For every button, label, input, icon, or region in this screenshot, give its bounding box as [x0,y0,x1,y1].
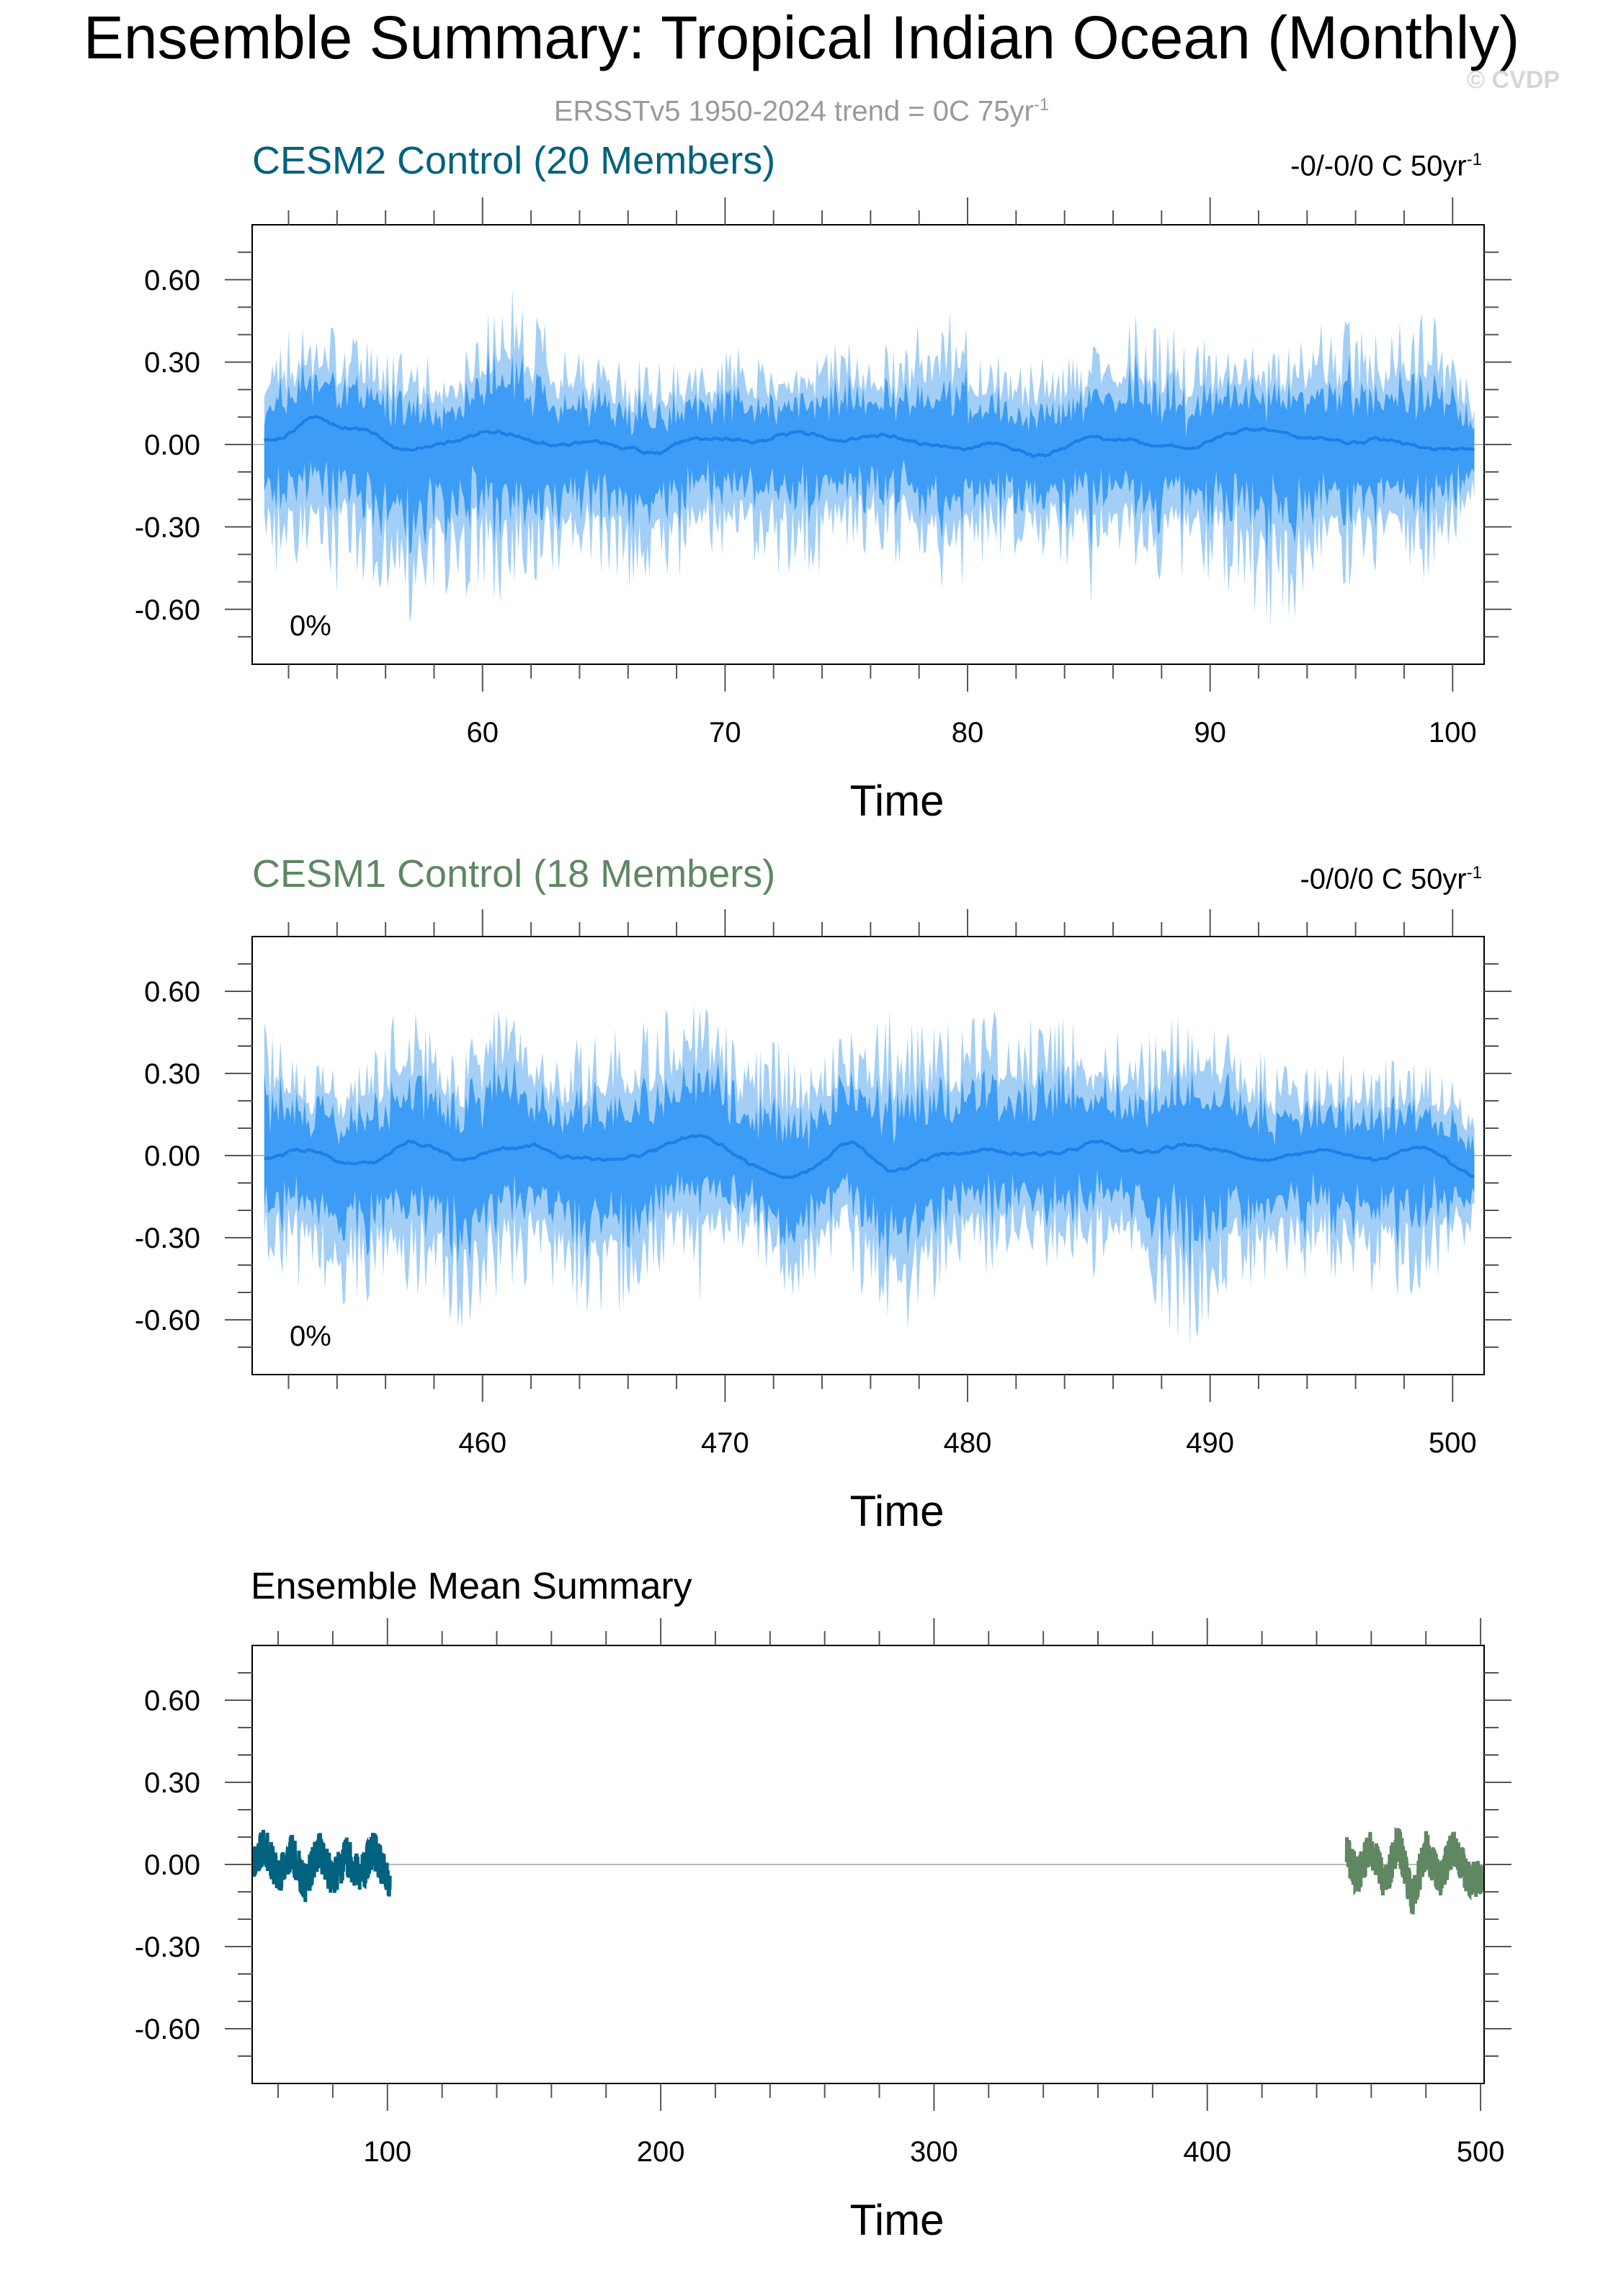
y-tick-label: 0.60 [144,976,200,1008]
y-tick-label: 0.00 [144,429,200,461]
x-tick-label: 80 [952,717,984,749]
x-tick-label: 70 [709,717,741,749]
y-tick-label: -0.30 [135,1223,200,1254]
subtitle: ERSSTv5 1950-2024 trend = 0C 75yr-1 [0,95,1603,128]
x-tick-label: 90 [1194,717,1226,749]
series-line-cesm1-control [1344,1826,1485,1915]
band-inner [264,1055,1475,1281]
page-title: Ensemble Summary: Tropical Indian Ocean … [83,4,1520,71]
subtitle-sup: -1 [1033,95,1050,115]
percent-annotation: 0% [290,610,331,642]
x-tick-label: 100 [363,2136,411,2168]
series-line-cesm2-control [251,1829,392,1903]
subtitle-text: ERSSTv5 1950-2024 trend = 0C 75yr [553,95,1034,128]
trend-label-cesm2: -0/-0/0 C 50yr-1 [1290,150,1482,182]
x-tick-label: 470 [701,1427,749,1459]
x-tick-label: 60 [467,717,499,749]
x-tick-label: 200 [637,2136,685,2168]
y-tick-label: 0.60 [144,264,200,296]
chart-panel-0: 0.60 0.30 0.00 -0.30 -0.60 60 70 80 90 100 Time 0% [135,197,1512,825]
x-tick-label: 300 [910,2136,958,2168]
x-tick-label: 500 [1429,1427,1477,1459]
chart-panel-2: 0.60 0.30 0.00 -0.30 -0.60 100 200 300 400 500 Tim… [135,1618,1512,2244]
y-tick-label: 0.60 [144,1685,200,1717]
trend-sup-cesm2: -1 [1466,150,1482,169]
trend-sup-cesm1: -1 [1466,863,1482,883]
chart-panel-1: 0.60 0.30 0.00 -0.30 -0.60 460 470 480 490 500 Tim… [135,909,1512,1535]
trend-label-cesm1: -0/0/0 C 50yr-1 [1300,863,1482,895]
band-inner [264,347,1475,560]
y-tick-label: -0.30 [135,512,200,543]
series-line-ensemble-mean [263,414,1475,459]
watermark: © CVDP [1467,66,1560,94]
trend-text-cesm2: -0/-0/0 C 50yr [1290,150,1467,182]
y-tick-label: -0.60 [135,2014,200,2045]
x-axis-label: Time [849,1487,944,1535]
y-tick-label: 0.00 [144,1140,200,1172]
series-line-ensemble-mean [264,1134,1475,1179]
x-tick-label: 490 [1186,1427,1234,1459]
y-tick-label: -0.60 [135,594,200,626]
x-tick-label: 460 [458,1427,506,1459]
y-tick-label: 0.00 [144,1849,200,1881]
x-tick-label: 400 [1183,2136,1231,2168]
panel-title-ensemble-mean: Ensemble Mean Summary [251,1565,692,1607]
panel-title-cesm2: CESM2 Control (20 Members) [252,139,776,182]
panel-title-cesm1: CESM1 Control (18 Members) [252,852,776,895]
y-tick-label: 0.30 [144,1058,200,1090]
trend-text-cesm1: -0/0/0 C 50yr [1300,863,1467,895]
x-axis-label: Time [849,2196,944,2244]
x-tick-label: 100 [1429,717,1477,749]
x-axis-label: Time [849,777,944,825]
y-tick-label: 0.30 [144,1767,200,1799]
x-tick-label: 480 [944,1427,992,1459]
y-tick-label: -0.30 [135,1931,200,1963]
percent-annotation: 0% [290,1321,331,1352]
x-tick-label: 500 [1457,2136,1505,2168]
y-tick-label: 0.30 [144,347,200,379]
y-tick-label: -0.60 [135,1305,200,1336]
